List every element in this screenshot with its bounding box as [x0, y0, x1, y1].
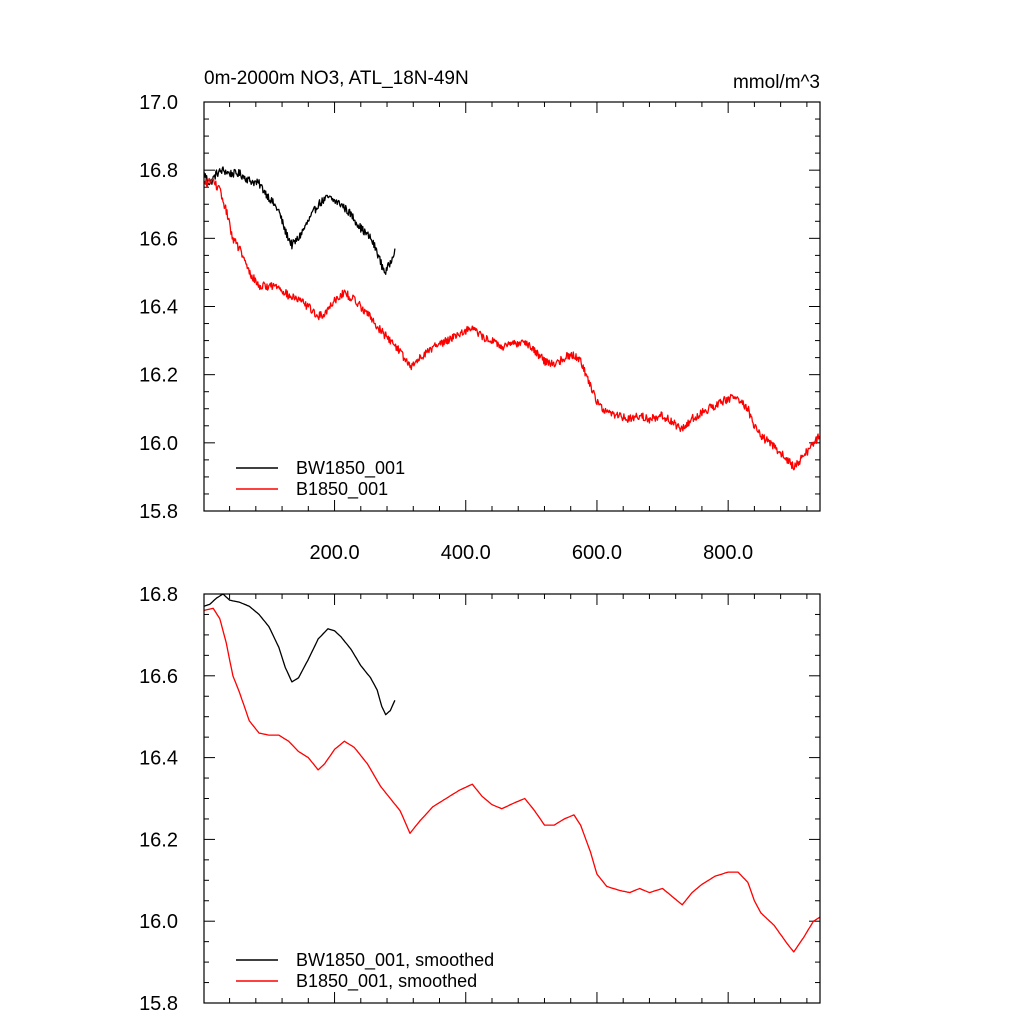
top-y-tick-label: 16.2: [139, 365, 178, 387]
top-legend-label: B1850_001: [296, 479, 388, 500]
top-plot-frame: [203, 101, 821, 512]
top-x-tick-label: 400.0: [441, 542, 491, 564]
top-series-line-bw1850-001: [203, 166, 396, 275]
bottom-legend-label: B1850_001, smoothed: [296, 971, 477, 992]
top-panel: 0m-2000m NO3, ATL_18N-49N mmol/m^3 15.8 1…: [139, 68, 821, 564]
top-x-tick-label: 600.0: [572, 542, 622, 564]
bottom-panel: 15.8 16.0 16.2 16.4 16.6 16.8 BW1850_001, smo…: [139, 584, 821, 1015]
bottom-y-tick-label: 16.8: [139, 584, 178, 606]
bottom-y-tick-label: 16.2: [139, 829, 178, 851]
bottom-y-tick-label: 16.4: [139, 748, 178, 770]
bottom-series-line-bw1850-001-smoothed: [203, 593, 396, 716]
top-x-tick-label: 800.0: [703, 542, 753, 564]
bottom-y-tick-label: 16.0: [139, 911, 178, 933]
top-y-tick-label: 16.8: [139, 160, 178, 182]
bottom-y-tick-label: 16.6: [139, 666, 178, 688]
top-panel-title: 0m-2000m NO3, ATL_18N-49N: [204, 68, 469, 89]
top-x-tick-label: 200.0: [310, 542, 360, 564]
top-y-tick-label: 16.0: [139, 433, 178, 455]
top-legend-label: BW1850_001: [296, 458, 405, 479]
bottom-series-line-b1850-001-smoothed: [203, 607, 821, 953]
bottom-plot-frame: [203, 593, 821, 1004]
top-panel-units: mmol/m^3: [733, 72, 820, 93]
bottom-y-tick-label: 15.8: [139, 993, 178, 1015]
top-y-tick-label: 16.6: [139, 228, 178, 250]
top-y-tick-label: 16.4: [139, 297, 178, 319]
top-y-tick-label: 17.0: [139, 92, 178, 114]
top-y-tick-label: 15.8: [139, 501, 178, 523]
bottom-legend-label: BW1850_001, smoothed: [296, 950, 494, 971]
top-series-line-b1850-001: [203, 177, 821, 471]
